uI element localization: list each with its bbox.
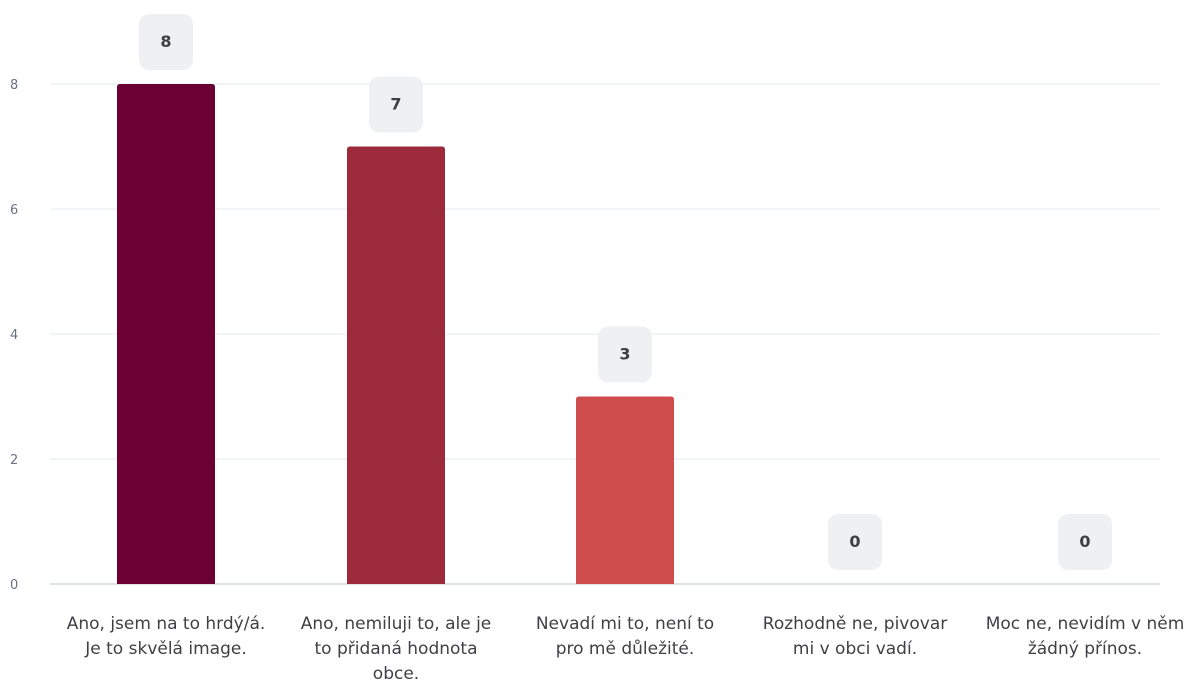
x-tick-label: Moc ne, nevidím v něm žádný přínos. [985,614,1185,659]
y-tick-label: 4 [10,328,18,343]
x-tick-label: Rozhodně ne, pivovar mi v obci vadí. [762,614,948,659]
y-tick-label: 2 [10,453,18,468]
y-tick-label: 6 [10,203,18,218]
data-label: 0 [849,532,860,551]
bar[interactable] [576,396,674,585]
data-label-badge [369,76,423,133]
x-tick-label: Ano, nemiluji to, ale je to přidaná hodn… [300,614,492,684]
data-label: 7 [390,95,401,114]
data-label: 0 [1079,532,1090,551]
data-label: 8 [160,32,171,51]
x-tick-label: Nevadí mi to, není to pro mě důležité. [535,614,715,659]
data-label: 3 [619,345,630,364]
bar[interactable] [347,146,445,585]
data-label-badge [828,514,882,570]
y-tick-label: 8 [10,78,18,93]
bar[interactable] [117,84,215,584]
data-label-badge [139,14,193,70]
data-label-badge [598,326,652,383]
y-tick-label: 0 [10,578,18,593]
data-label-badge [1058,514,1112,570]
x-tick-label: Ano, jsem na to hrdý/á. Je to skvělá ima… [66,614,266,659]
